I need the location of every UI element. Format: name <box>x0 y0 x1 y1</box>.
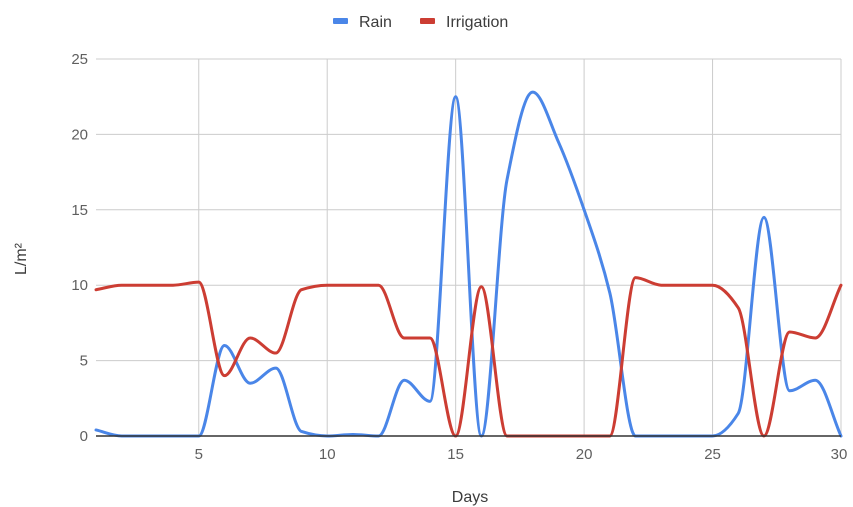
legend-swatch-irrigation <box>420 18 435 24</box>
y-axis-title: L/m² <box>13 242 30 275</box>
tick-labels: 0 5 10 15 20 25 5 10 15 20 25 30 <box>71 51 847 463</box>
y-tick-label: 20 <box>71 126 88 143</box>
series-line-irrigation[interactable] <box>94 276 843 438</box>
x-tick-label: 5 <box>195 446 203 463</box>
y-tick-label: 25 <box>71 51 88 68</box>
x-tick-label: 30 <box>831 446 848 463</box>
legend[interactable]: Rain Irrigation <box>333 14 508 31</box>
x-tick-label: 25 <box>704 446 721 463</box>
grid-lines <box>96 58 842 436</box>
legend-label-irrigation: Irrigation <box>446 14 508 31</box>
legend-item-rain[interactable]: Rain <box>333 14 392 31</box>
legend-swatch-rain <box>333 18 348 24</box>
series-line-rain[interactable] <box>94 90 843 438</box>
series-lines <box>94 90 843 438</box>
y-tick-label: 5 <box>80 353 88 370</box>
legend-item-irrigation[interactable]: Irrigation <box>420 14 508 31</box>
y-tick-label: 15 <box>71 202 88 219</box>
x-tick-label: 10 <box>319 446 336 463</box>
x-tick-label: 20 <box>576 446 593 463</box>
x-tick-label: 15 <box>447 446 464 463</box>
y-tick-label: 0 <box>80 428 88 445</box>
legend-label-rain: Rain <box>359 14 392 31</box>
x-axis-title: Days <box>452 489 488 506</box>
y-tick-label: 10 <box>71 277 88 294</box>
